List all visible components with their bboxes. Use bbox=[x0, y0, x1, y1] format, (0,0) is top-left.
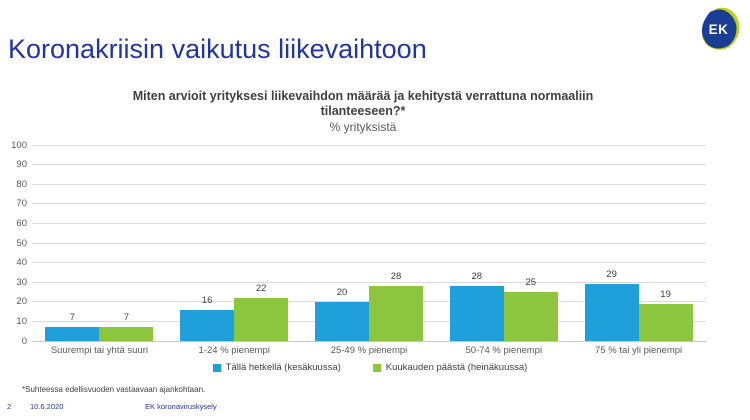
y-tick-label: 0 bbox=[21, 335, 27, 347]
legend: Tällä hetkellä (kesäkuussa) Kuukauden pää… bbox=[0, 362, 740, 373]
gridline-30 bbox=[32, 281, 706, 283]
plot-area: 7 7 16 22 20 28 28 25 29 19 bbox=[32, 144, 706, 342]
page-number: 2 bbox=[7, 402, 12, 411]
gridline-100 bbox=[32, 144, 706, 146]
chart-title-line2: tilanteeseen?* bbox=[320, 104, 406, 118]
bar-value-label: 29 bbox=[606, 269, 617, 281]
chart-title-line1: Miten arvioit yrityksesi liikevaihdon mä… bbox=[132, 89, 594, 103]
bar-value-label: 28 bbox=[471, 271, 483, 283]
gridline-0 bbox=[32, 340, 706, 342]
ek-logo-icon: EK bbox=[701, 7, 740, 50]
y-tick-label: 50 bbox=[16, 237, 27, 249]
ek-logo-text: EK bbox=[709, 22, 729, 37]
chart-title-block: Miten arvioit yrityksesi liikevaihdon mä… bbox=[0, 89, 726, 135]
y-tick-label: 30 bbox=[16, 276, 27, 288]
bar-value-label: 20 bbox=[336, 286, 348, 298]
y-tick-label: 100 bbox=[11, 139, 27, 151]
category-label: 75 % tai yli pienempi bbox=[595, 345, 683, 356]
bar-current bbox=[315, 301, 369, 341]
bar-current bbox=[45, 327, 100, 341]
bar-value-label: 16 bbox=[201, 294, 213, 306]
gridline-60 bbox=[32, 222, 706, 224]
footer-date: 10.6.2020 bbox=[30, 402, 64, 411]
category-label: Suurempi tai yhtä suuri bbox=[50, 345, 148, 356]
bar-value-label: 28 bbox=[390, 271, 402, 283]
category-label: 25-49 % pienempi bbox=[330, 345, 408, 356]
bar-current bbox=[449, 286, 504, 341]
bar-value-label: 7 bbox=[69, 312, 76, 324]
y-tick-label: 60 bbox=[16, 217, 27, 229]
y-tick-label: 20 bbox=[16, 296, 27, 308]
gridline-50 bbox=[32, 242, 706, 244]
bar-value-label: 22 bbox=[255, 282, 267, 294]
bar-current bbox=[584, 284, 639, 341]
gridline-40 bbox=[32, 262, 706, 264]
y-tick-label: 90 bbox=[16, 159, 27, 171]
footnote: *Suhteessa edellisvuoden vastaavaan ajan… bbox=[22, 385, 206, 394]
y-tick-label: 80 bbox=[16, 178, 27, 190]
y-axis: 0 10 20 30 40 50 60 70 80 90 100 bbox=[0, 140, 27, 347]
bar-value-label: 7 bbox=[123, 312, 130, 324]
legend-item: Kuukauden päästä (heinäkuussa) bbox=[372, 362, 528, 373]
bar-forecast bbox=[369, 286, 423, 341]
bar-value-label: 25 bbox=[525, 277, 537, 288]
legend-label: Kuukauden päästä (heinäkuussa) bbox=[385, 362, 528, 373]
y-tick-label: 70 bbox=[16, 198, 27, 210]
legend-label: Tällä hetkellä (kesäkuussa) bbox=[225, 362, 341, 373]
y-tick-label: 40 bbox=[16, 257, 27, 269]
bar-current bbox=[180, 309, 235, 341]
footer: 2 10.6.2020 EK koronaviruskysely bbox=[0, 402, 750, 414]
bar-forecast bbox=[234, 297, 289, 341]
bar-forecast bbox=[99, 327, 154, 341]
bar-forecast bbox=[503, 292, 558, 341]
bar-value-label: 19 bbox=[660, 288, 671, 300]
category-label: 1-24 % pienempi bbox=[198, 345, 270, 356]
bar-forecast bbox=[638, 303, 693, 341]
legend-swatch-icon bbox=[212, 363, 221, 372]
chart-subtitle: % yrityksistä bbox=[329, 120, 397, 134]
legend-swatch-icon bbox=[372, 363, 381, 372]
footer-label: EK koronaviruskysely bbox=[145, 402, 217, 411]
page-title: Koronakriisin vaikutus liikevaihtoon bbox=[8, 34, 427, 64]
gridline-70 bbox=[32, 203, 706, 205]
gridline-90 bbox=[32, 164, 706, 166]
legend-item: Tällä hetkellä (kesäkuussa) bbox=[212, 362, 341, 373]
y-tick-label: 10 bbox=[16, 315, 27, 327]
gridline-80 bbox=[32, 183, 706, 185]
category-label: 50-74 % pienempi bbox=[465, 345, 543, 356]
